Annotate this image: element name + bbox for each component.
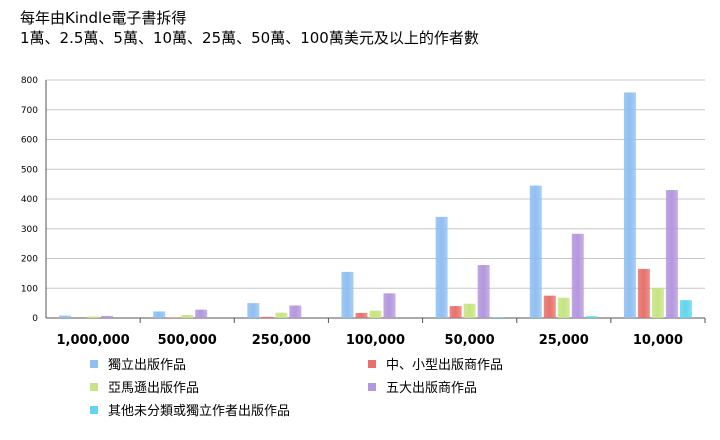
x-tick-label: 50,000 — [445, 333, 495, 348]
bar — [275, 312, 288, 318]
bar — [181, 315, 194, 318]
bar — [153, 311, 166, 318]
bar — [383, 293, 396, 318]
y-tick-label: 0 — [32, 314, 38, 324]
x-tick-label: 10,000 — [633, 333, 683, 348]
y-tick-label: 700 — [21, 106, 38, 116]
y-tick-label: 100 — [21, 284, 38, 294]
y-tick-label: 500 — [21, 165, 38, 175]
bar — [247, 303, 260, 318]
chart-title-line1: 每年由Kindle電子書拆得 — [20, 9, 187, 27]
bar — [449, 306, 462, 318]
y-tick-label: 400 — [21, 195, 38, 205]
y-tick-label: 600 — [21, 136, 38, 146]
bar — [477, 265, 490, 318]
bar — [637, 268, 650, 318]
chart-title-line2: 1萬、2.5萬、5萬、10萬、25萬、50萬、100萬美元及以上的作者數 — [20, 29, 479, 47]
x-tick-label: 1,000,000 — [56, 333, 129, 348]
bar — [529, 185, 542, 318]
x-tick-label: 500,000 — [158, 333, 217, 348]
bar — [543, 295, 556, 318]
x-tick-label: 25,000 — [539, 333, 589, 348]
bar — [665, 190, 678, 318]
bar — [463, 303, 476, 318]
bar — [59, 315, 72, 318]
bar — [557, 297, 570, 318]
bar — [491, 317, 504, 318]
y-tick-label: 200 — [21, 255, 38, 265]
bar — [585, 316, 598, 318]
bar — [289, 305, 302, 318]
bar — [651, 288, 664, 318]
y-tick-label: 800 — [21, 76, 38, 86]
x-tick-label: 100,000 — [346, 333, 405, 348]
bar — [87, 316, 100, 318]
bar — [355, 312, 368, 318]
bar — [167, 317, 180, 318]
bar — [261, 316, 274, 318]
bar — [571, 233, 584, 318]
x-tick-label: 250,000 — [252, 333, 311, 348]
bar — [623, 92, 636, 319]
bar — [341, 271, 354, 318]
y-tick-label: 300 — [21, 225, 38, 235]
bar — [435, 216, 448, 318]
bar — [195, 309, 208, 318]
bar — [101, 315, 114, 318]
bar — [679, 300, 692, 318]
chart-title: 每年由Kindle電子書拆得 1萬、2.5萬、5萬、10萬、25萬、50萬、10… — [20, 8, 479, 48]
bar — [369, 310, 382, 318]
